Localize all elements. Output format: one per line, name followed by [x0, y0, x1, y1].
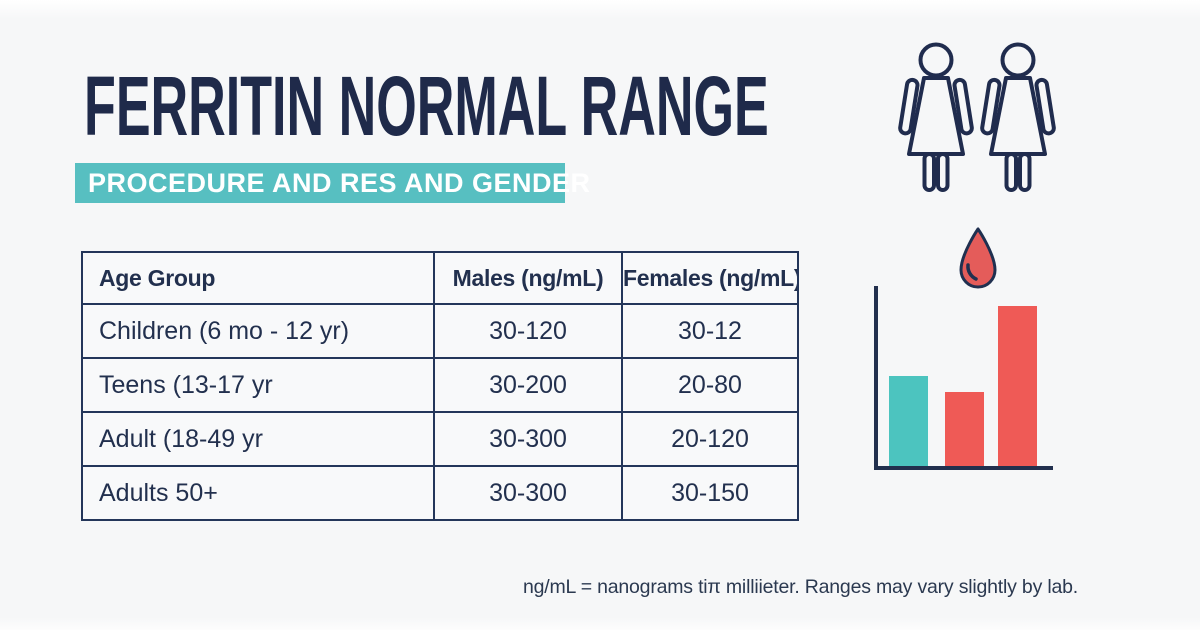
female-figure-icon — [898, 42, 974, 192]
subtitle-banner: PROCEDURE AND RES AND GENDER — [75, 163, 590, 203]
cell-males-value: 30-300 — [433, 465, 623, 521]
cell-males-value: 30-200 — [433, 357, 623, 413]
cell-age-group: Children (6 mo - 12 yr) — [81, 303, 435, 359]
female-figure-icon — [980, 42, 1056, 192]
col-header-age-group: Age Group — [81, 251, 435, 305]
cell-females-value: 20-120 — [621, 411, 799, 467]
footnote-text: ng/mL = nanograms tiπ milliieter. Ranges… — [523, 576, 1078, 598]
blood-drop-icon — [959, 227, 997, 289]
col-header-males: Males (ng/mL) — [433, 251, 623, 305]
bar-chart-icon — [874, 286, 1053, 470]
cell-females-value: 30-150 — [621, 465, 799, 521]
bar-coral-short — [945, 392, 984, 468]
table-row: Adult (18-49 yr 30-300 20-120 — [81, 411, 799, 467]
bar-teal — [889, 376, 928, 468]
cell-age-group: Teens (13-17 yr — [81, 357, 435, 413]
page-title: FERRITIN NORMAL RANGE — [84, 59, 769, 153]
two-women-icons — [895, 42, 1059, 196]
table-row: Adults 50+ 30-300 30-150 — [81, 465, 799, 521]
table-header-row: Age Group Males (ng/mL) Females (ng/mL) — [81, 251, 799, 305]
cell-age-group: Adults 50+ — [81, 465, 435, 521]
table-row: Teens (13-17 yr 30-200 20-80 — [81, 357, 799, 413]
chart-axes — [874, 286, 1053, 470]
bar-coral-tall — [998, 306, 1037, 468]
subtitle-text: PROCEDURE AND RES AND GENDER — [88, 167, 591, 198]
ferritin-range-table: Age Group Males (ng/mL) Females (ng/mL) … — [81, 251, 799, 521]
cell-females-value: 20-80 — [621, 357, 799, 413]
col-header-females: Females (ng/mL) — [621, 251, 799, 305]
cell-age-group: Adult (18-49 yr — [81, 411, 435, 467]
table-row: Children (6 mo - 12 yr) 30-120 30-12 — [81, 303, 799, 359]
cell-males-value: 30-120 — [433, 303, 623, 359]
cell-females-value: 30-12 — [621, 303, 799, 359]
cell-males-value: 30-300 — [433, 411, 623, 467]
